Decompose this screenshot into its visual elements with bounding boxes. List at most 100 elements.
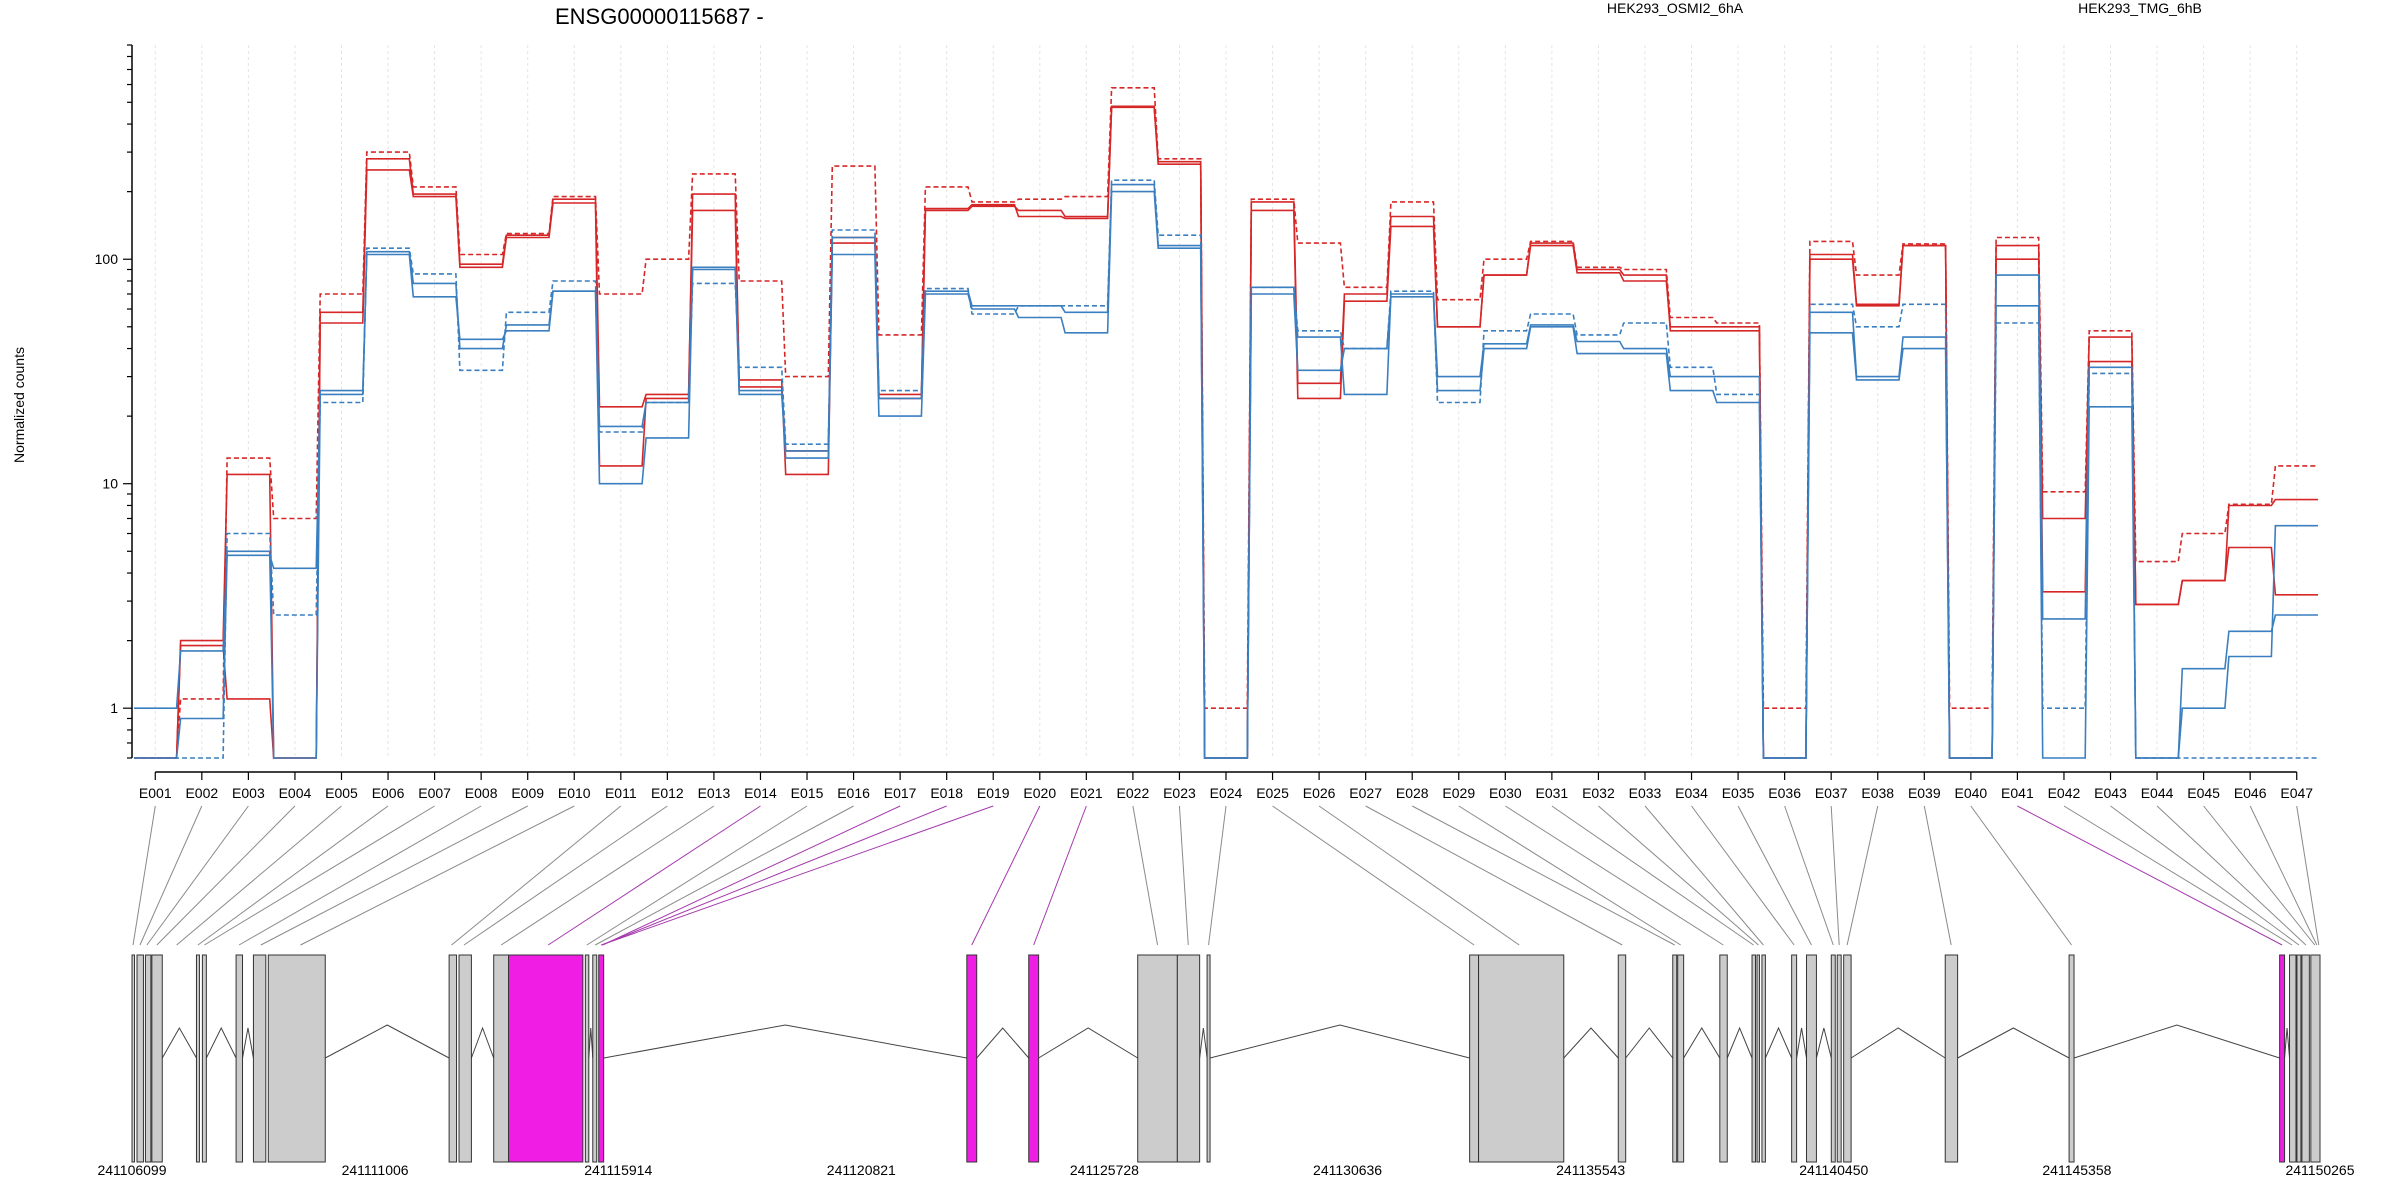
y-axis-label: Normalized counts: [11, 347, 27, 463]
genomic-tick-label: 241135543: [1556, 1162, 1625, 1178]
connector-E029: [1458, 805, 1681, 946]
series-line-HEK293_TMG_6hB-5: [134, 179, 2318, 759]
x-tick-label-E037: E037: [1815, 785, 1848, 801]
connector-E020: [971, 805, 1041, 946]
connector-E035: [1737, 805, 1812, 946]
y-tick-label: 1: [110, 700, 118, 716]
x-tick-label-E036: E036: [1768, 785, 1801, 801]
intron-line: [1815, 1027, 1832, 1059]
connector-E011: [451, 805, 622, 946]
connector-E016: [595, 805, 854, 946]
axes: 1 10 100 E001 E002 E003 E004 E005 E006 E007 E008 E0…: [95, 44, 2313, 801]
series-line-HEK293_TMG_6hB-4: [134, 190, 2318, 759]
connector-E027: [1365, 805, 1623, 946]
exon-block: [2301, 954, 2310, 1163]
exon-block-highlighted: [508, 954, 584, 1163]
genomic-tick-label: 241140450: [1799, 1162, 1868, 1178]
connector-E041: [2017, 805, 2283, 946]
exon-block: [267, 954, 326, 1163]
exon-block: [1944, 954, 1959, 1163]
exon-block: [458, 954, 472, 1163]
x-tick-label-E020: E020: [1023, 785, 1056, 801]
exon-connectors: [132, 805, 2320, 946]
connector-E012: [463, 805, 668, 946]
x-tick-label-E006: E006: [372, 785, 405, 801]
connector-E009: [260, 805, 528, 946]
connector-E042: [2063, 805, 2293, 946]
x-tick-label-E031: E031: [1536, 785, 1569, 801]
intron-line: [1683, 1027, 1721, 1059]
connector-E008: [238, 805, 482, 946]
series-line-HEK293_OSMI2_6hA-2: [134, 87, 2318, 759]
genomic-tick-label: 241150265: [2285, 1162, 2354, 1178]
exon-block: [2310, 954, 2321, 1163]
x-tick-label-E017: E017: [884, 785, 917, 801]
intron-line: [325, 1024, 450, 1059]
genomic-tick-label: 241106099: [97, 1162, 166, 1178]
exon-block-highlighted: [1028, 954, 1040, 1163]
intron-line: [205, 1026, 237, 1059]
x-tick-label-E004: E004: [279, 785, 312, 801]
x-tick-label-E030: E030: [1489, 785, 1522, 801]
exon-block: [1756, 954, 1760, 1163]
exon-block: [1761, 954, 1766, 1163]
x-tick-label-E019: E019: [977, 785, 1010, 801]
x-tick-label-E024: E024: [1210, 785, 1243, 801]
x-tick-label-E003: E003: [232, 785, 265, 801]
exon-block: [136, 954, 144, 1163]
x-tick-label-E010: E010: [558, 785, 591, 801]
intron-line: [1796, 1027, 1808, 1059]
y-tick-label: 10: [102, 476, 118, 492]
connector-E006: [197, 805, 389, 946]
x-tick-label-E041: E041: [2001, 785, 2034, 801]
x-tick-label-E013: E013: [698, 785, 731, 801]
exon-block: [1469, 954, 1480, 1163]
genomic-tick-label: 241145358: [2042, 1162, 2111, 1178]
data-series: [134, 87, 2318, 759]
x-tick-label-E043: E043: [2094, 785, 2127, 801]
exon-block: [1806, 954, 1817, 1163]
x-tick-label-E047: E047: [2280, 785, 2313, 801]
x-tick-label-E009: E009: [511, 785, 544, 801]
x-tick-label-E029: E029: [1442, 785, 1475, 801]
chart-title: ENSG00000115687 -: [555, 4, 764, 29]
connector-E034: [1691, 805, 1795, 946]
intron-line: [2073, 1024, 2280, 1059]
x-tick-label-E018: E018: [930, 785, 963, 801]
intron-line: [1764, 1026, 1793, 1059]
connector-E004: [156, 805, 296, 946]
exon-block: [1719, 954, 1728, 1163]
x-tick-label-E026: E026: [1303, 785, 1336, 801]
intron-line: [1726, 1026, 1753, 1059]
exon-block: [448, 954, 458, 1163]
x-tick-label-E039: E039: [1908, 785, 1941, 801]
intron-line: [470, 1026, 495, 1059]
x-tick-label-E034: E034: [1675, 785, 1708, 801]
exon-block: [252, 954, 267, 1163]
exon-block-highlighted: [966, 954, 978, 1163]
x-tick-label-E046: E046: [2234, 785, 2267, 801]
connector-E039: [1923, 805, 1952, 946]
x-tick-label-E038: E038: [1861, 785, 1894, 801]
connector-E021: [1033, 805, 1087, 946]
connector-E036: [1784, 805, 1834, 946]
x-tick-label-E021: E021: [1070, 785, 1103, 801]
connector-E022: [1132, 805, 1159, 946]
x-tick-label-E023: E023: [1163, 785, 1196, 801]
connector-E023: [1178, 805, 1189, 946]
intron-line: [242, 1027, 254, 1059]
intron-line: [1038, 1027, 1138, 1059]
genomic-tick-label: 241111006: [342, 1162, 409, 1178]
x-tick-label-E042: E042: [2048, 785, 2081, 801]
x-tick-label-E008: E008: [465, 785, 498, 801]
gene-model: 241106099 241111006 241115914 241120821 2411…: [97, 954, 2355, 1178]
exon-block: [144, 954, 152, 1163]
x-tick-label-E002: E002: [185, 785, 218, 801]
connector-E001: [132, 805, 156, 946]
connector-E024: [1208, 805, 1227, 946]
exon-block: [195, 954, 200, 1163]
intron-line: [1957, 1027, 2070, 1059]
exon-block: [1672, 954, 1678, 1163]
